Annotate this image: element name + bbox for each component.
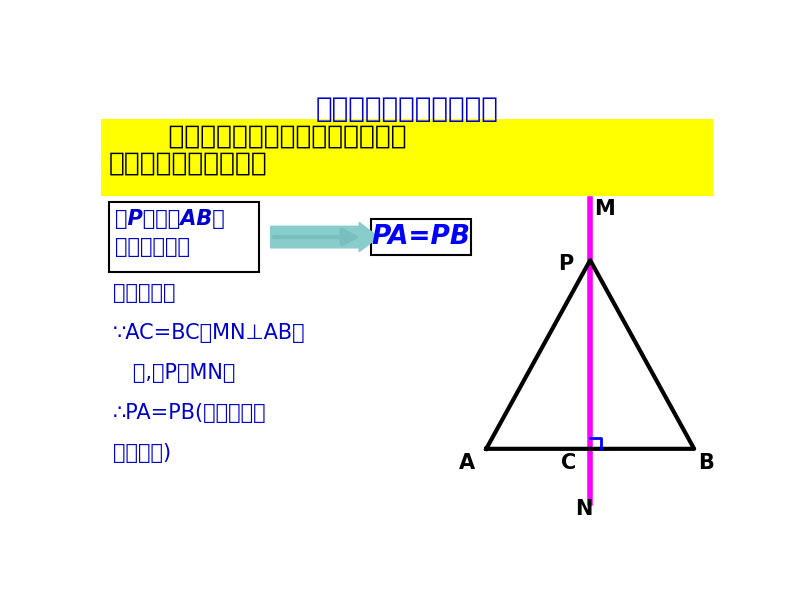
- Text: 几何语言：: 几何语言：: [113, 283, 175, 303]
- Text: M: M: [594, 198, 615, 219]
- Text: 垂直平分线上: 垂直平分线上: [115, 237, 190, 257]
- Text: 两个端点的距离相等。: 两个端点的距离相等。: [109, 151, 268, 177]
- Bar: [109, 203, 259, 272]
- Text: N: N: [576, 499, 592, 519]
- Text: 线段垂直平分线上的点和这条线段: 线段垂直平分线上的点和这条线段: [132, 124, 407, 150]
- Text: 点P在线段AB的: 点P在线段AB的: [115, 209, 225, 229]
- Text: 线段垂直平分线性质定理: 线段垂直平分线性质定理: [315, 95, 499, 123]
- Text: P: P: [558, 254, 573, 274]
- Text: ∴PA=PB(线段垂直平: ∴PA=PB(线段垂直平: [113, 403, 267, 423]
- Text: ∵AC=BC，MN⊥AB，: ∵AC=BC，MN⊥AB，: [113, 323, 306, 343]
- Text: 且,点P在MN上: 且,点P在MN上: [113, 364, 235, 383]
- Text: A: A: [459, 453, 475, 473]
- Text: 分线性质): 分线性质): [113, 443, 171, 464]
- FancyArrow shape: [271, 222, 379, 252]
- Bar: [371, 219, 471, 254]
- Text: C: C: [561, 453, 576, 473]
- Text: B: B: [698, 453, 714, 473]
- Text: PA=PB: PA=PB: [372, 224, 470, 250]
- Bar: [102, 119, 713, 196]
